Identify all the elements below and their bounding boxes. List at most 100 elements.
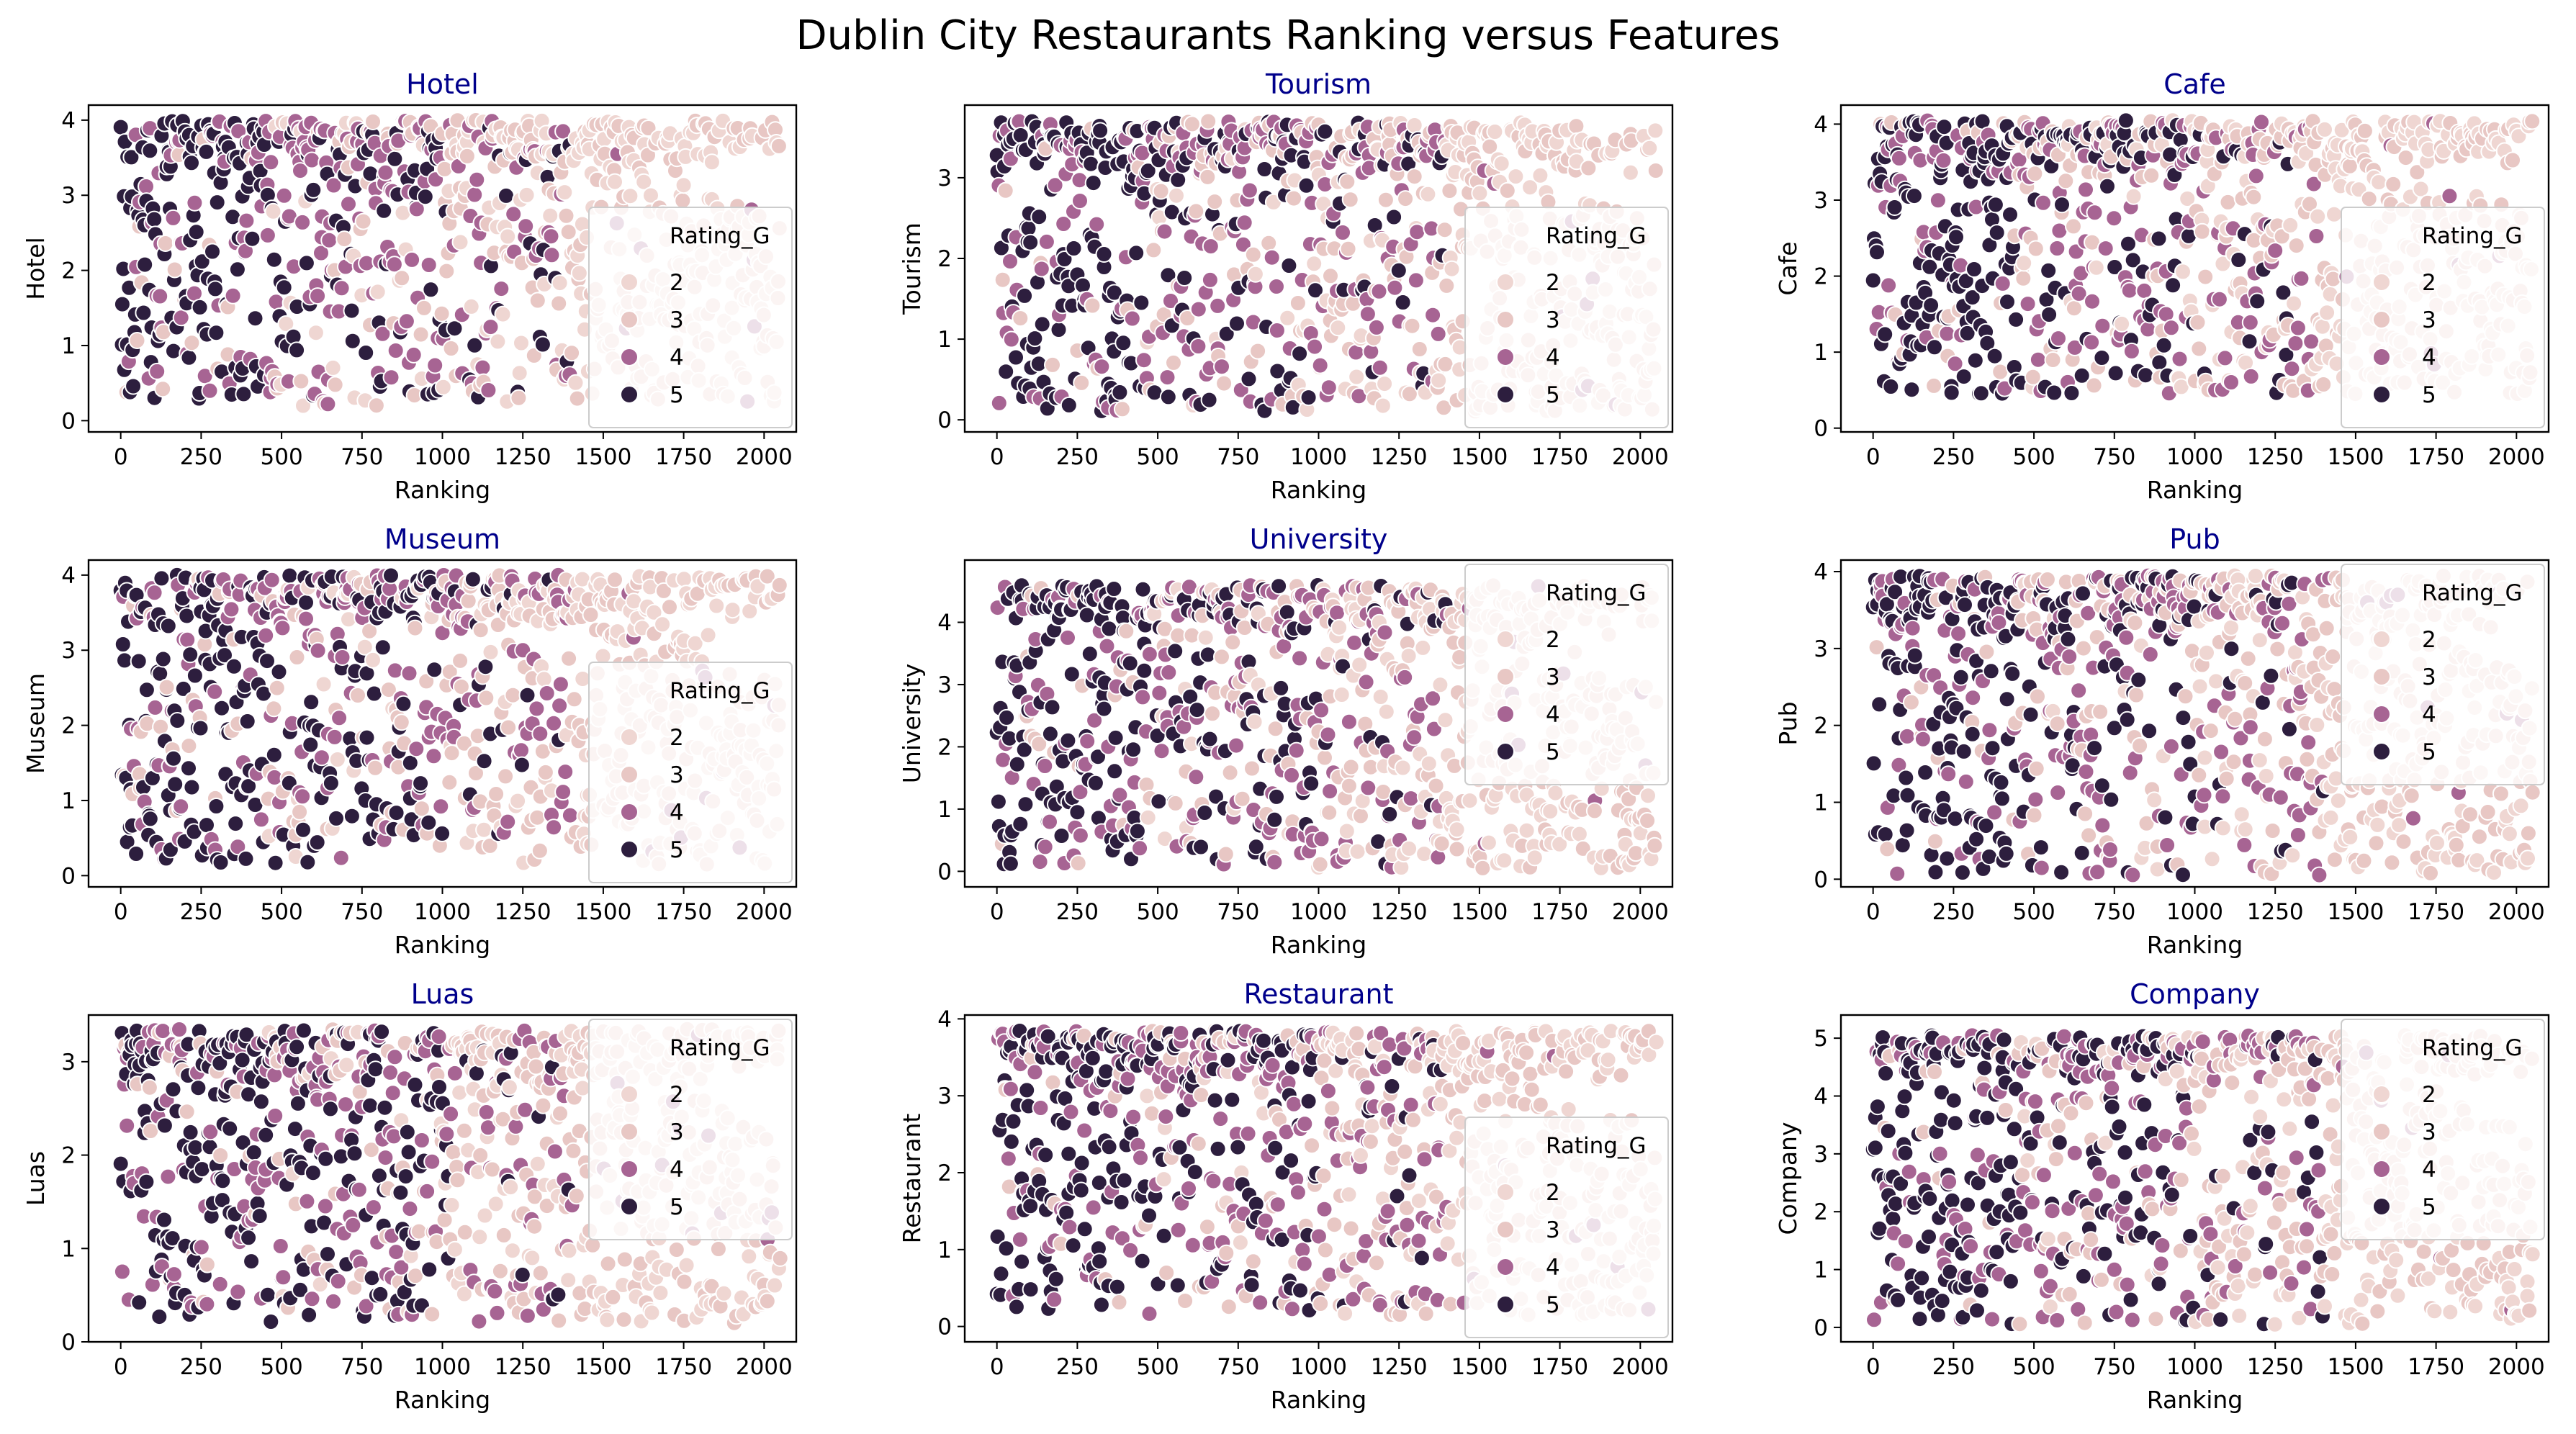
data-point xyxy=(1521,179,1539,197)
data-point xyxy=(452,678,470,695)
data-point xyxy=(400,664,418,682)
data-point xyxy=(1319,726,1337,744)
data-point xyxy=(412,325,430,343)
data-point xyxy=(1377,191,1395,209)
data-point xyxy=(1963,725,1981,743)
data-point xyxy=(1940,765,1958,783)
data-point xyxy=(472,621,490,639)
y-tick-label: 2 xyxy=(61,258,76,284)
data-point xyxy=(1641,139,1659,157)
legend-marker xyxy=(620,803,639,821)
data-point xyxy=(246,310,264,328)
legend-marker xyxy=(1496,667,1515,686)
data-point xyxy=(1176,269,1194,287)
data-point xyxy=(1071,171,1089,189)
data-point xyxy=(1339,240,1357,258)
data-point xyxy=(2282,216,2300,234)
data-point xyxy=(264,202,282,220)
data-point xyxy=(207,280,224,298)
data-point xyxy=(1352,807,1369,825)
data-point xyxy=(193,253,211,271)
data-point xyxy=(1046,176,1064,194)
data-point xyxy=(1334,224,1351,241)
data-point xyxy=(332,849,350,867)
data-point xyxy=(1078,732,1096,750)
data-point xyxy=(374,639,392,657)
data-point xyxy=(1165,353,1182,371)
data-point xyxy=(369,283,387,301)
data-point xyxy=(1311,855,1329,873)
data-point xyxy=(1234,235,1252,253)
data-point xyxy=(675,176,693,194)
data-point xyxy=(1307,281,1324,299)
data-point xyxy=(2040,261,2058,279)
data-point xyxy=(2014,269,2032,287)
data-point xyxy=(197,143,215,161)
data-point xyxy=(510,389,528,407)
data-point xyxy=(1420,754,1438,772)
data-point xyxy=(2408,163,2426,181)
data-point xyxy=(343,807,361,825)
data-point xyxy=(1904,619,1922,637)
x-tick-label: 1000 xyxy=(1290,444,1347,470)
data-point xyxy=(1268,278,1285,295)
legend-label: 4 xyxy=(2422,345,2436,371)
data-point xyxy=(1032,260,1050,278)
data-point xyxy=(2015,254,2033,272)
data-point xyxy=(433,305,451,323)
data-point xyxy=(1340,713,1358,731)
data-point xyxy=(1414,639,1432,657)
data-point xyxy=(2059,630,2077,648)
y-tick-label: 0 xyxy=(937,859,952,885)
x-tick-label: 2000 xyxy=(1612,444,1669,470)
x-tick-label: 1500 xyxy=(575,899,631,925)
data-point xyxy=(1888,865,1906,883)
data-point xyxy=(1492,155,1510,173)
legend-marker xyxy=(620,840,639,859)
data-point xyxy=(1060,396,1078,414)
data-point xyxy=(2179,190,2197,207)
data-point xyxy=(1086,774,1104,792)
data-point xyxy=(1474,859,1492,877)
data-point xyxy=(1541,803,1559,820)
data-point xyxy=(1968,830,1986,848)
data-point xyxy=(661,598,678,616)
y-tick-label: 0 xyxy=(1814,416,1828,442)
x-tick-label: 1000 xyxy=(2166,444,2223,470)
data-point xyxy=(2027,759,2045,777)
data-point xyxy=(2066,338,2084,356)
data-point xyxy=(2341,157,2359,175)
data-point xyxy=(1868,243,1886,261)
data-point xyxy=(528,808,546,826)
data-point xyxy=(2065,299,2083,317)
legend-title: Rating_G xyxy=(2422,223,2522,249)
data-point xyxy=(2162,319,2180,337)
data-point xyxy=(1059,731,1077,749)
data-point xyxy=(307,324,325,342)
data-point xyxy=(1266,853,1284,871)
data-point xyxy=(266,854,284,872)
data-point xyxy=(1152,182,1170,200)
data-point xyxy=(1952,668,1970,686)
data-point xyxy=(497,186,515,204)
legend-marker xyxy=(1496,742,1515,761)
subplot-title: Tourism xyxy=(1265,68,1372,100)
y-tick-label: 1 xyxy=(61,788,76,814)
data-point xyxy=(504,686,522,704)
data-point xyxy=(1899,786,1917,804)
x-tick-label: 250 xyxy=(1056,444,1099,470)
data-point xyxy=(1346,633,1364,651)
data-point xyxy=(538,685,556,702)
figure-title: Dublin City Restaurants Ranking versus F… xyxy=(796,12,1780,59)
data-point xyxy=(1235,214,1253,232)
data-point xyxy=(367,397,385,415)
x-tick-label: 1500 xyxy=(1451,899,1508,925)
data-point xyxy=(451,651,469,669)
data-point xyxy=(407,200,425,218)
y-tick-label: 1 xyxy=(937,327,952,353)
x-tick-label: 0 xyxy=(990,899,1004,925)
data-point xyxy=(1419,185,1437,203)
data-point xyxy=(654,615,672,633)
legend-marker xyxy=(1496,348,1515,366)
